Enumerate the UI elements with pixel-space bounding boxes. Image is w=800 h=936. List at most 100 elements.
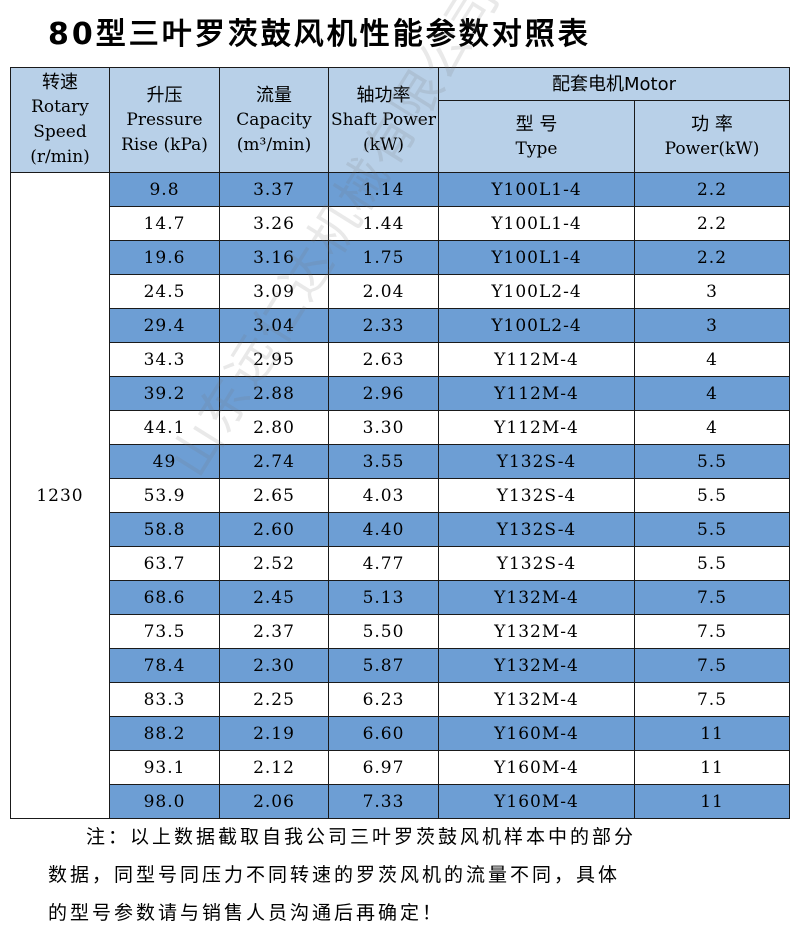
power-cell: 2.2 — [633, 240, 791, 275]
capacity-cell: 2.45 — [219, 580, 329, 615]
power-cell: 11 — [633, 750, 791, 785]
footnote: 注：以上数据截取自我公司三叶罗茨鼓风机样本中的部分 数据，同型号同压力不同转速的… — [48, 818, 760, 932]
capacity-cell: 2.74 — [219, 444, 329, 479]
pressure-cell: 58.8 — [109, 512, 220, 547]
performance-table: 转速 Rotary Speed (r/min) 升压 Pressure Rise… — [10, 67, 791, 819]
header-shaft-power: 轴功率 Shaft Power (kW) — [328, 67, 439, 173]
type-cell: Y112M-4 — [438, 376, 635, 411]
table-row: 73.5 2.37 5.50 Y132M-4 7.5 — [11, 614, 791, 649]
table-body: 1230 9.8 3.37 1.14 Y100L1-4 2.2 14.7 3.26 1.44 Y1… — [10, 172, 791, 819]
power-cell: 5.5 — [633, 478, 791, 513]
table-row: 88.2 2.19 6.60 Y160M-4 11 — [11, 716, 791, 751]
capacity-cell: 2.65 — [219, 478, 329, 513]
pressure-cell: 14.7 — [109, 206, 220, 241]
type-cell: Y112M-4 — [438, 410, 635, 445]
type-cell: Y132S-4 — [438, 546, 635, 581]
shaft-cell: 6.97 — [328, 750, 439, 785]
pressure-cell: 49 — [109, 444, 220, 479]
shaft-cell: 1.75 — [328, 240, 439, 275]
capacity-cell: 2.19 — [219, 716, 329, 751]
shaft-cell: 5.50 — [328, 614, 439, 649]
shaft-cell: 2.33 — [328, 308, 439, 343]
header-capacity-cn: 流量 — [256, 84, 292, 106]
type-cell: Y160M-4 — [438, 750, 635, 785]
type-cell: Y132M-4 — [438, 580, 635, 615]
capacity-cell: 2.37 — [219, 614, 329, 649]
pressure-cell: 78.4 — [109, 648, 220, 683]
speed-cell: 1230 — [10, 172, 110, 819]
pressure-cell: 83.3 — [109, 682, 220, 717]
shaft-cell: 7.33 — [328, 784, 439, 819]
shaft-cell: 5.87 — [328, 648, 439, 683]
pressure-cell: 34.3 — [109, 342, 220, 377]
footnote-line-2: 数据，同型号同压力不同转速的罗茨风机的流量不同，具体 — [48, 864, 621, 886]
header-speed-cn: 转速 — [42, 72, 78, 93]
power-cell: 7.5 — [633, 580, 791, 615]
header-motor-label: 配套电机Motor — [552, 73, 677, 95]
table-row: 29.4 3.04 2.33 Y100L2-4 3 — [11, 308, 791, 343]
type-cell: Y132S-4 — [438, 444, 635, 479]
footnote-line-3: 的型号参数请与销售人员沟通后再确定！ — [48, 902, 445, 924]
power-cell: 5.5 — [633, 444, 791, 479]
capacity-cell: 2.06 — [219, 784, 329, 819]
shaft-cell: 5.13 — [328, 580, 439, 615]
table-row: 44.1 2.80 3.30 Y112M-4 4 — [11, 410, 791, 445]
capacity-cell: 3.09 — [219, 274, 329, 309]
pressure-cell: 53.9 — [109, 478, 220, 513]
power-cell: 7.5 — [633, 648, 791, 683]
type-cell: Y132S-4 — [438, 478, 635, 513]
power-cell: 7.5 — [633, 614, 791, 649]
header-row-sub: 型 号 Type 功 率 Power(kW) — [11, 100, 791, 173]
type-cell: Y100L2-4 — [438, 308, 635, 343]
power-cell: 5.5 — [633, 512, 791, 547]
power-cell: 3 — [633, 308, 791, 343]
header-type-cn: 型 号 — [515, 113, 558, 135]
capacity-cell: 3.16 — [219, 240, 329, 275]
shaft-cell: 1.44 — [328, 206, 439, 241]
capacity-cell: 2.88 — [219, 376, 329, 411]
table-row: 78.4 2.30 5.87 Y132M-4 7.5 — [11, 648, 791, 683]
type-cell: Y132M-4 — [438, 614, 635, 649]
table-row: 34.3 2.95 2.63 Y112M-4 4 — [11, 342, 791, 377]
power-cell: 11 — [633, 784, 791, 819]
table-row: 14.7 3.26 1.44 Y100L1-4 2.2 — [11, 206, 791, 241]
pressure-cell: 68.6 — [109, 580, 220, 615]
type-cell: Y132S-4 — [438, 512, 635, 547]
table-row: 49 2.74 3.55 Y132S-4 5.5 — [11, 444, 791, 479]
header-capacity-en: Capacity (m³/min) — [236, 109, 312, 155]
shaft-cell: 2.04 — [328, 274, 439, 309]
header-shaft-cn: 轴功率 — [356, 84, 411, 106]
footnote-line-1: 注：以上数据截取自我公司三叶罗茨鼓风机样本中的部分 — [86, 826, 637, 848]
header-pressure: 升压 Pressure Rise (kPa) — [109, 67, 220, 173]
type-cell: Y100L1-4 — [438, 172, 635, 207]
page-title: 80型三叶罗茨鼓风机性能参数对照表 — [48, 17, 591, 52]
capacity-cell: 3.37 — [219, 172, 329, 207]
header-power-cn: 功 率 — [691, 113, 733, 135]
type-cell: Y100L1-4 — [438, 240, 635, 275]
table-row: 83.3 2.25 6.23 Y132M-4 7.5 — [11, 682, 791, 717]
table-row: 98.0 2.06 7.33 Y160M-4 11 — [11, 784, 791, 819]
capacity-cell: 2.60 — [219, 512, 329, 547]
header-power-en: Power(kW) — [664, 138, 760, 159]
shaft-cell: 6.23 — [328, 682, 439, 717]
header-speed: 转速 Rotary Speed (r/min) — [10, 67, 110, 173]
pressure-cell: 93.1 — [109, 750, 220, 785]
header-motor-type: 型 号 Type — [438, 100, 635, 173]
pressure-cell: 39.2 — [109, 376, 220, 411]
type-cell: Y100L2-4 — [438, 274, 635, 309]
pressure-cell: 88.2 — [109, 716, 220, 751]
table-row: 63.7 2.52 4.77 Y132S-4 5.5 — [11, 546, 791, 581]
capacity-cell: 2.52 — [219, 546, 329, 581]
capacity-cell: 2.25 — [219, 682, 329, 717]
header-motor-group: 配套电机Motor — [437, 67, 791, 101]
header-shaft-en: Shaft Power (kW) — [331, 109, 436, 155]
header-pressure-cn: 升压 — [146, 84, 183, 106]
capacity-cell: 2.95 — [219, 342, 329, 377]
type-cell: Y100L1-4 — [438, 206, 635, 241]
pressure-cell: 63.7 — [109, 546, 220, 581]
table-row: 68.6 2.45 5.13 Y132M-4 7.5 — [11, 580, 791, 615]
table-row: 58.8 2.60 4.40 Y132S-4 5.5 — [11, 512, 791, 547]
type-cell: Y160M-4 — [438, 716, 635, 751]
shaft-cell: 3.55 — [328, 444, 439, 479]
shaft-cell: 3.30 — [328, 410, 439, 445]
